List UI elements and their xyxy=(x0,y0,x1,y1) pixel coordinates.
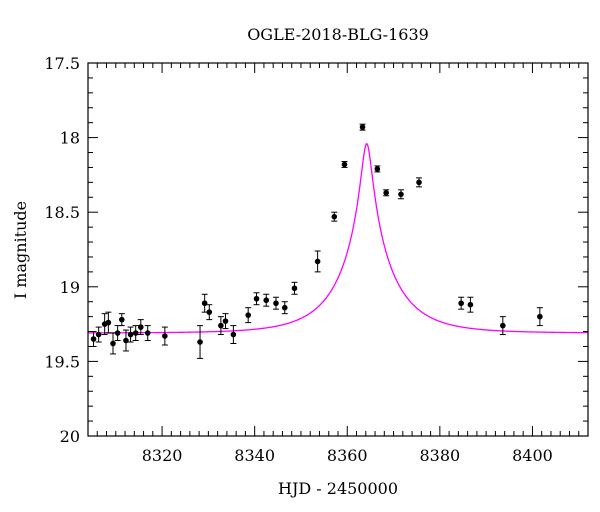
data-points xyxy=(90,123,543,359)
data-point-marker xyxy=(230,331,237,338)
data-point xyxy=(331,211,338,222)
x-tick-label: 8400 xyxy=(512,446,553,465)
y-tick-label: 19.5 xyxy=(44,352,80,371)
data-point xyxy=(499,316,506,336)
data-point-marker xyxy=(222,318,229,324)
data-point xyxy=(536,307,543,327)
data-point-marker xyxy=(383,190,389,196)
data-point-marker xyxy=(291,285,298,292)
data-point-marker xyxy=(467,301,474,308)
data-point-marker xyxy=(281,304,288,311)
data-point-marker xyxy=(144,330,151,336)
data-point-marker xyxy=(105,319,112,326)
x-tick-label: 8380 xyxy=(419,446,460,465)
x-tick-label: 8320 xyxy=(142,446,183,465)
data-point xyxy=(253,292,260,306)
data-point xyxy=(95,326,102,343)
data-point xyxy=(416,177,423,188)
data-point-marker xyxy=(114,330,121,336)
tick-labels: 8320 8340 8360 8380 8400 17.5 18 18.5 19 19.5 20 xyxy=(44,54,552,465)
data-point xyxy=(201,293,208,313)
y-tick-label: 17.5 xyxy=(44,54,80,73)
data-point-marker xyxy=(137,324,144,330)
data-point xyxy=(263,293,270,307)
data-point-marker xyxy=(201,300,208,307)
data-point-marker xyxy=(273,300,279,307)
data-point xyxy=(467,296,474,313)
data-point xyxy=(359,123,366,131)
data-point xyxy=(383,189,390,197)
data-point-marker xyxy=(245,312,251,318)
data-point xyxy=(132,325,139,342)
data-point xyxy=(122,329,129,352)
y-axis-label: I magnitude xyxy=(11,201,30,299)
data-point-marker xyxy=(218,322,224,329)
data-point xyxy=(127,326,134,343)
y-tick-label: 20 xyxy=(60,427,80,446)
data-point-marker xyxy=(127,331,134,338)
data-point-marker xyxy=(374,166,381,172)
data-point-marker xyxy=(95,331,102,338)
data-point-marker xyxy=(359,124,366,130)
data-point-marker xyxy=(398,191,404,198)
x-axis-label: HJD - 2450000 xyxy=(278,479,398,498)
data-point-marker xyxy=(416,179,422,186)
data-point-marker xyxy=(206,309,213,315)
data-point xyxy=(222,313,229,330)
data-point-marker xyxy=(263,297,270,304)
data-point xyxy=(217,316,224,336)
data-point xyxy=(458,296,465,310)
data-point-marker xyxy=(500,322,506,329)
microlensing-model-curve xyxy=(88,143,589,334)
data-point-marker xyxy=(123,337,129,344)
chart-title: OGLE-2018-BLG-1639 xyxy=(247,25,429,44)
data-point-marker xyxy=(253,295,260,302)
data-point xyxy=(90,331,97,347)
data-point xyxy=(197,325,204,359)
y-tick-label: 18 xyxy=(60,129,80,148)
data-point xyxy=(206,304,213,321)
x-tick-label: 8340 xyxy=(234,446,275,465)
data-point xyxy=(397,189,404,200)
data-point xyxy=(161,326,168,346)
data-point xyxy=(137,319,144,336)
plot-frame xyxy=(87,62,589,437)
data-point-marker xyxy=(132,330,139,336)
data-point xyxy=(105,311,112,334)
data-point-marker xyxy=(90,336,97,342)
data-point xyxy=(101,313,108,336)
data-point xyxy=(281,301,288,315)
data-point-marker xyxy=(118,316,125,323)
y-tick-label: 19 xyxy=(60,278,80,297)
data-point xyxy=(230,325,237,344)
data-point-marker xyxy=(537,313,543,320)
data-point xyxy=(314,250,321,273)
data-point-marker xyxy=(331,213,338,220)
data-point-marker xyxy=(341,161,348,168)
axis-ticks xyxy=(87,62,589,437)
data-point xyxy=(144,325,151,342)
data-point-marker xyxy=(458,300,464,307)
data-point xyxy=(114,325,121,342)
data-point xyxy=(110,332,116,355)
data-point-marker xyxy=(162,333,168,339)
data-point xyxy=(291,281,298,295)
data-point xyxy=(245,307,252,324)
data-point xyxy=(272,296,279,310)
x-tick-label: 8360 xyxy=(327,446,368,465)
data-point xyxy=(341,160,348,168)
data-point-marker xyxy=(314,258,321,265)
data-point xyxy=(118,313,125,327)
data-point-marker xyxy=(110,340,116,347)
y-tick-label: 18.5 xyxy=(44,203,80,222)
data-point xyxy=(374,165,381,173)
data-point-marker xyxy=(197,339,203,345)
